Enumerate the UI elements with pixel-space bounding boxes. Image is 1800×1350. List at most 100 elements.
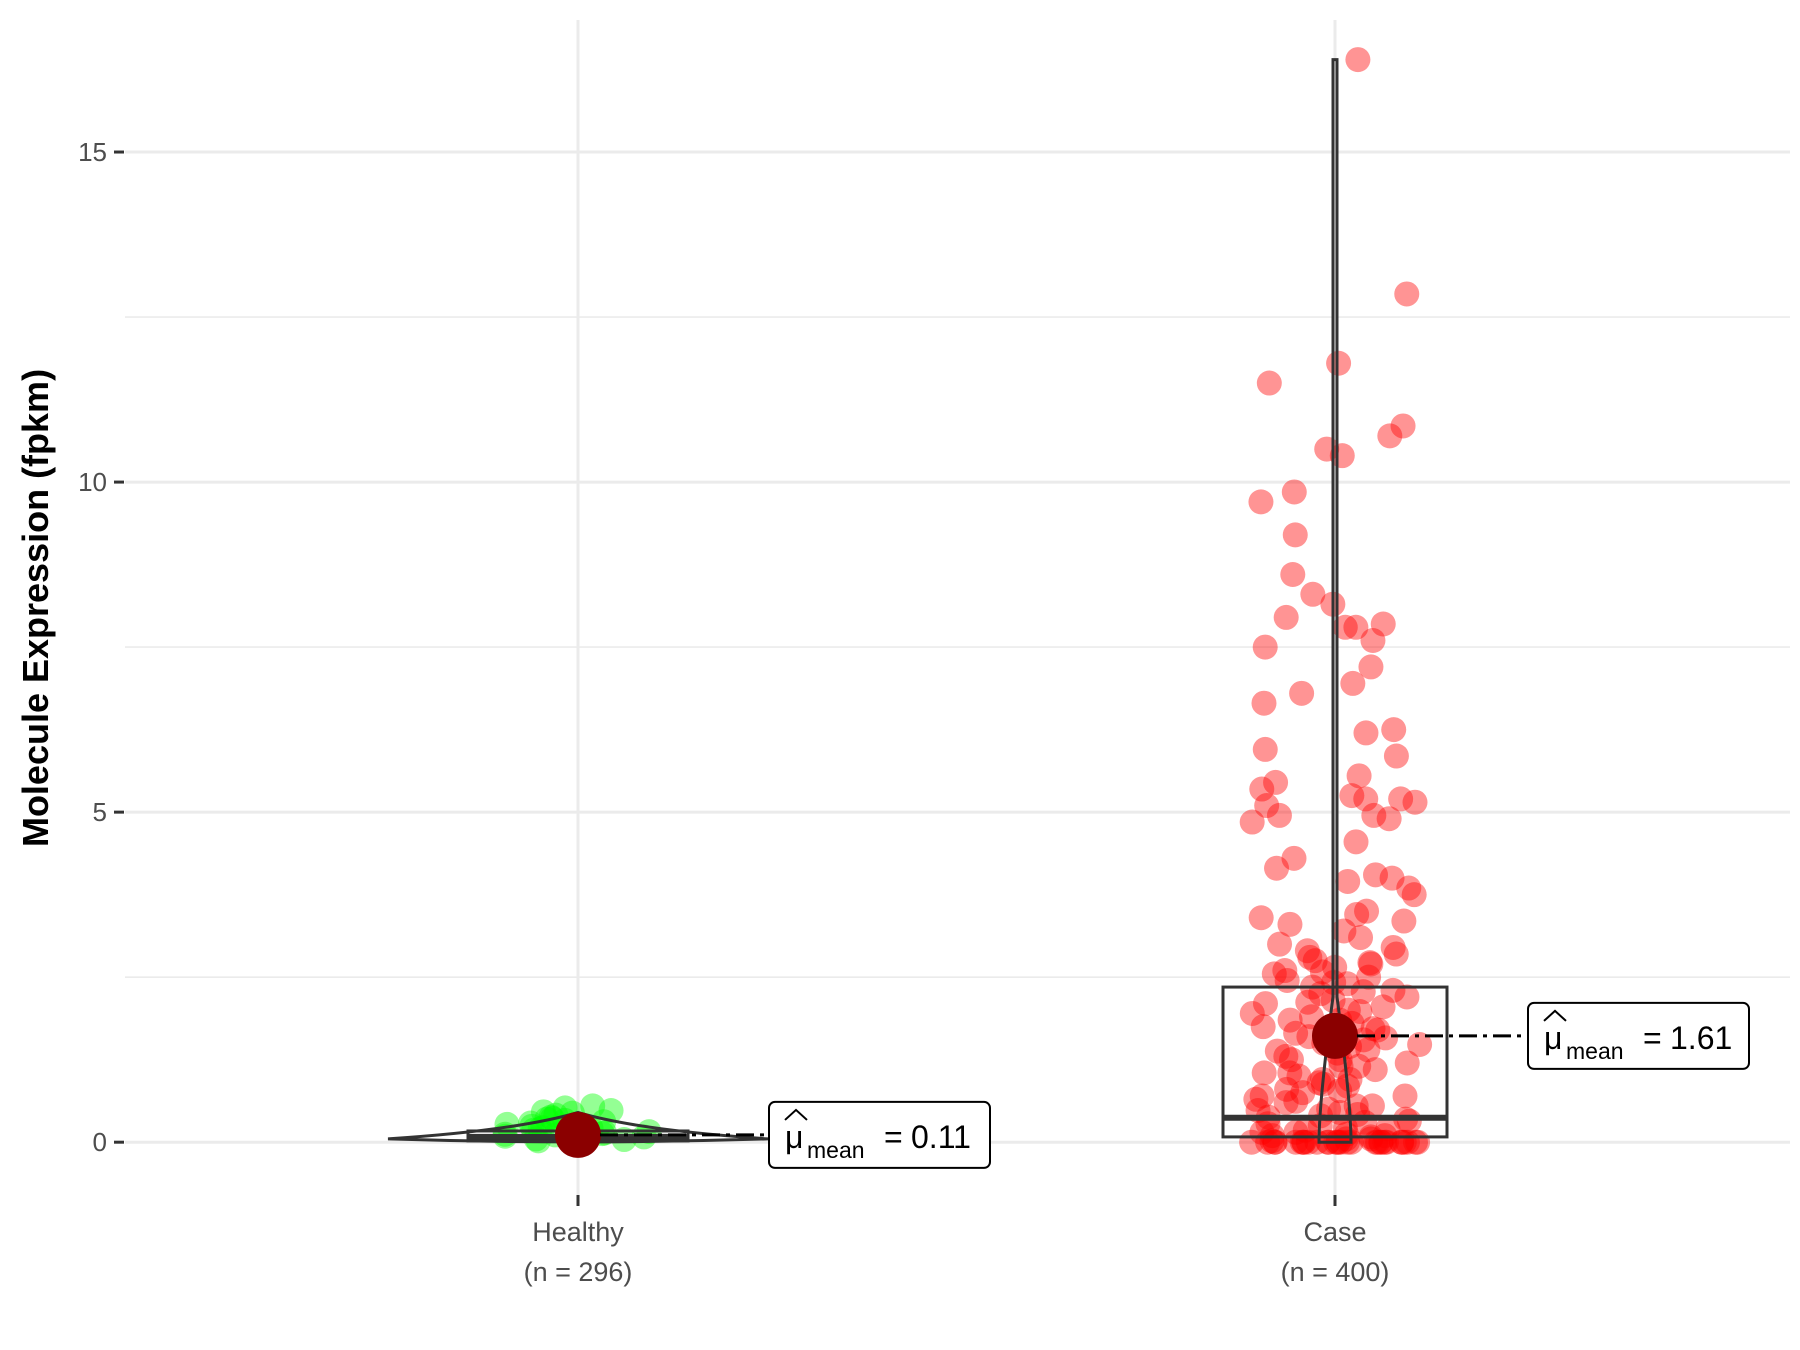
group-case: μ mean = 1.61 (1221, 47, 1750, 1155)
data-point-case (1344, 901, 1370, 927)
mean-label-box-case (1527, 1001, 1750, 1070)
data-point-case (1339, 783, 1365, 809)
data-point-case (1254, 793, 1280, 819)
data-point-case (1407, 1031, 1433, 1057)
data-point-case (1353, 786, 1379, 812)
data-point-case (1392, 1083, 1418, 1109)
data-point-case (1259, 1128, 1285, 1154)
data-point-case (1396, 1108, 1422, 1134)
data-point-case (1395, 1129, 1421, 1155)
data-point-case (1239, 1000, 1265, 1026)
data-point-case (1248, 489, 1274, 515)
data-point-healthy (538, 1104, 564, 1130)
data-point-case (1277, 911, 1303, 937)
data-point-case (1274, 967, 1300, 993)
data-point-case (1357, 950, 1383, 976)
data-point-healthy (519, 1113, 545, 1139)
data-point-case (1249, 1119, 1275, 1145)
data-point-case (1348, 925, 1374, 951)
data-point-case (1280, 561, 1306, 587)
data-point-case (1292, 1117, 1318, 1143)
x-count-label-healthy: (n = 296) (524, 1257, 633, 1287)
data-point-case (1267, 931, 1293, 957)
data-point-case (1383, 743, 1409, 769)
mean-subscript-case: mean (1566, 1038, 1624, 1064)
data-point-case (1273, 1043, 1299, 1069)
data-point-case (1294, 938, 1320, 964)
y-axis-title: Molecule Expression (fpkm) (15, 369, 56, 847)
mean-marker-case (1312, 1012, 1358, 1059)
data-point-case (1333, 1121, 1359, 1147)
data-point-case (1358, 1126, 1384, 1152)
data-point-case (1289, 680, 1315, 706)
data-point-case (1282, 522, 1308, 548)
data-point-case (1243, 1086, 1269, 1112)
data-point-case (1346, 1053, 1372, 1079)
data-point-case (1297, 944, 1323, 970)
data-point-case (1394, 281, 1420, 307)
data-point-case (1381, 717, 1407, 743)
grid-layer (125, 20, 1790, 1195)
mean-value-healthy: 0.11 (911, 1119, 971, 1155)
data-point-case (1252, 991, 1278, 1017)
box-case (1221, 985, 1449, 1139)
data-point-case (1309, 959, 1335, 985)
data-point-case (1274, 1076, 1300, 1102)
data-point-case (1326, 350, 1352, 376)
data-point-case (1394, 984, 1420, 1010)
data-point-case (1283, 1020, 1309, 1046)
y-tick-label: 10 (78, 467, 107, 497)
x-tick-label-healthy: Healthy (532, 1217, 624, 1247)
data-point-case (1264, 1038, 1290, 1064)
data-point-case (1343, 614, 1369, 640)
data-point-case (1350, 979, 1376, 1005)
data-point-case (1337, 1066, 1363, 1092)
mean-hat-case (1543, 1009, 1567, 1022)
data-point-case (1295, 989, 1321, 1015)
data-point-case (1249, 1083, 1275, 1109)
data-point-case (1290, 1080, 1316, 1106)
data-point-case (1391, 908, 1417, 934)
mean-value-case: 1.61 (1670, 1020, 1732, 1056)
y-tick-label: 15 (78, 137, 107, 167)
data-point-case (1370, 994, 1396, 1020)
data-point-case (1263, 769, 1289, 795)
data-point-case (1373, 1025, 1399, 1051)
data-point-case (1335, 868, 1361, 894)
data-point-case (1286, 1063, 1312, 1089)
data-point-case (1360, 628, 1386, 654)
data-point-case (1261, 961, 1287, 987)
data-point-case (1361, 802, 1387, 828)
data-point-case (1358, 951, 1384, 977)
data-point-case (1273, 1090, 1299, 1116)
y-tick-label: 0 (93, 1127, 107, 1157)
data-point-case (1264, 855, 1290, 881)
data-point-case (1345, 47, 1371, 73)
data-point-case (1356, 964, 1382, 990)
data-point-case (1343, 829, 1369, 855)
data-point-case (1370, 611, 1396, 637)
axis-layer: 0 5 10 15 Healthy (n = 296) Case (n = 400) (78, 137, 1389, 1287)
mean-symbol-healthy: μ (785, 1119, 803, 1155)
data-point-case (1353, 720, 1379, 746)
data-point-case (1300, 581, 1326, 607)
data-point-case (1281, 845, 1307, 871)
y-tick-label: 5 (93, 797, 107, 827)
data-point-case (1283, 1119, 1309, 1145)
data-point-case (1380, 977, 1406, 1003)
data-point-case (1340, 670, 1366, 696)
data-point-case (1396, 875, 1422, 901)
data-point-case (1346, 763, 1372, 789)
mean-marker-healthy (555, 1111, 601, 1158)
mean-hat-healthy (784, 1108, 808, 1121)
data-point-case (1251, 690, 1277, 716)
data-point-case (1322, 954, 1348, 980)
data-point-case (1347, 998, 1373, 1024)
data-point-case (1333, 1126, 1359, 1152)
data-point-case (1277, 1007, 1303, 1033)
data-point-case (1251, 1060, 1277, 1086)
data-point-case (1380, 934, 1406, 960)
data-point-case (1390, 413, 1416, 439)
mean-label-box-healthy (768, 1100, 991, 1169)
